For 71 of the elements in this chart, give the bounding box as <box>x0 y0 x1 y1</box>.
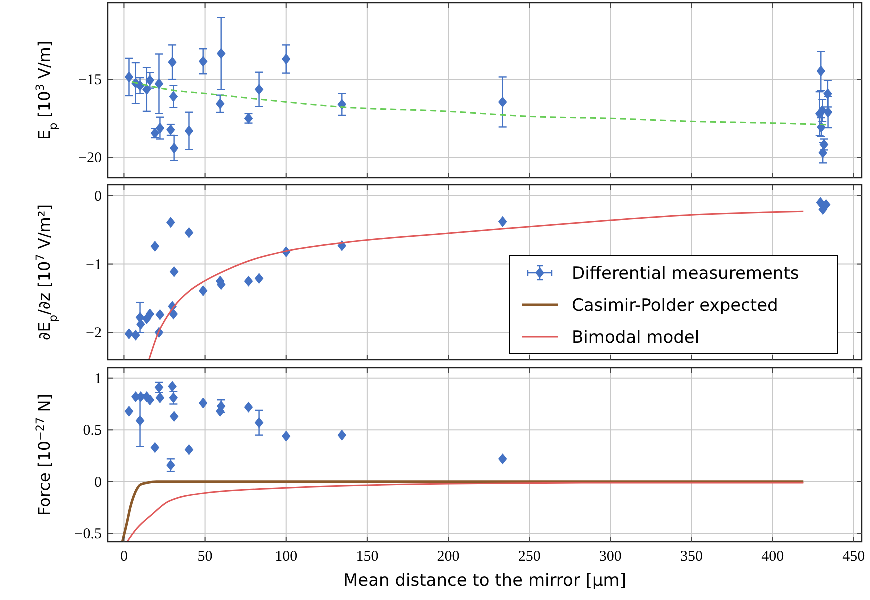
y-tick-label: −2 <box>86 326 102 342</box>
point <box>498 216 508 228</box>
line-series <box>148 210 804 360</box>
point <box>244 402 254 413</box>
x-tick-label: 50 <box>198 549 213 565</box>
point <box>170 142 179 154</box>
point <box>146 394 155 406</box>
point <box>198 285 208 296</box>
y-tick-label: −15 <box>78 72 102 89</box>
point <box>136 415 145 426</box>
point <box>244 276 254 287</box>
point <box>154 78 164 90</box>
point <box>156 309 165 320</box>
y-tick-label: −20 <box>78 150 102 167</box>
x-tick-label: 250 <box>518 549 541 565</box>
point <box>131 330 140 341</box>
text: Bimodal model <box>572 328 700 348</box>
point <box>198 56 208 68</box>
point <box>169 91 178 102</box>
legend-label: Differential measurements <box>572 264 800 284</box>
point <box>816 66 826 77</box>
y-tick-label: 0.5 <box>83 423 102 440</box>
point <box>168 56 177 68</box>
x-tick-label: 200 <box>437 549 460 565</box>
point <box>254 417 264 428</box>
y-tick-label: 0 <box>94 188 102 205</box>
text: Casimir-Polder expected <box>572 296 778 316</box>
point <box>184 227 194 238</box>
point <box>156 122 165 134</box>
point <box>198 398 208 409</box>
x-tick-label: 100 <box>275 549 298 565</box>
point <box>824 88 832 100</box>
y-tick-label: 1 <box>94 371 102 388</box>
x-tick-label: 300 <box>599 549 622 565</box>
point <box>818 148 828 158</box>
y-tick-label: −1 <box>86 257 102 274</box>
x-tick-label: 150 <box>356 549 379 565</box>
point <box>498 96 508 108</box>
point <box>142 84 152 96</box>
point <box>156 392 165 404</box>
point <box>124 406 134 417</box>
point <box>150 241 160 252</box>
point <box>166 217 176 228</box>
x-tick-label: 350 <box>680 549 703 565</box>
point <box>184 444 194 456</box>
point <box>124 72 134 83</box>
point <box>169 308 178 320</box>
x-tick-label: 0 <box>120 549 128 565</box>
point <box>150 442 160 454</box>
point <box>184 126 194 137</box>
x-tick-label: 400 <box>762 549 784 565</box>
x-tick-label: 450 <box>842 549 866 565</box>
y-tick-label: −0.5 <box>74 526 102 543</box>
point <box>146 308 155 320</box>
point <box>338 430 347 441</box>
point <box>170 266 179 278</box>
point <box>146 75 155 86</box>
point <box>282 430 291 442</box>
point <box>168 381 177 392</box>
point <box>282 54 291 65</box>
point <box>124 328 134 340</box>
point <box>254 273 264 284</box>
x-axis-title: Mean distance to the mirror [μm] <box>344 571 626 591</box>
point <box>254 84 264 96</box>
point <box>498 454 508 465</box>
point <box>216 98 225 110</box>
y-tick-label: 0 <box>94 474 102 491</box>
point <box>216 48 226 60</box>
point <box>824 106 833 118</box>
point <box>136 80 145 92</box>
point <box>170 411 179 422</box>
